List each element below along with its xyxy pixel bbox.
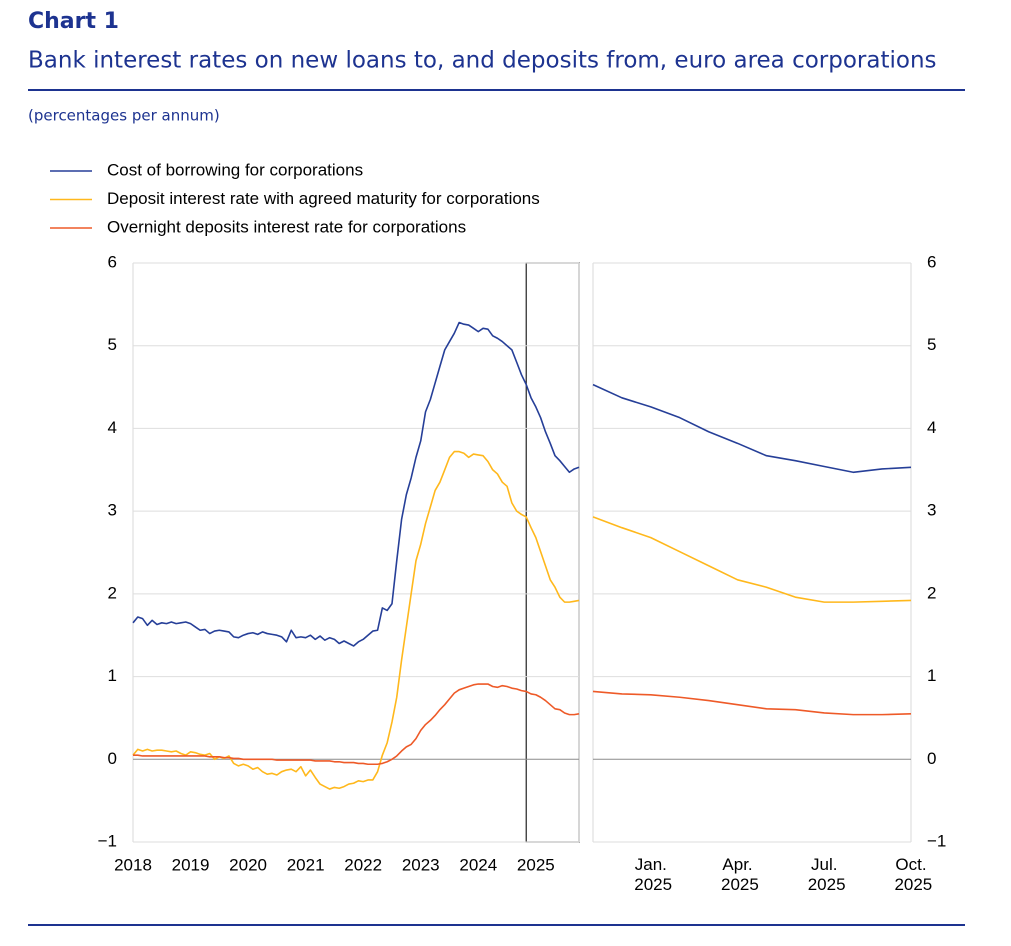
x-tick-label: 2023 xyxy=(402,855,440,874)
legend-label: Overnight deposits interest rate for cor… xyxy=(107,217,466,236)
y-tick-label: 2 xyxy=(927,583,936,602)
legend-label: Deposit interest rate with agreed maturi… xyxy=(107,189,540,208)
y-tick-label: 0 xyxy=(108,749,117,768)
y-tick-label: 3 xyxy=(108,501,117,520)
y-tick-label: 5 xyxy=(927,335,936,354)
series-line xyxy=(133,683,580,766)
x-tick-label: Jul. 2025 xyxy=(803,855,846,894)
y-tick-label: −1 xyxy=(98,831,117,850)
x-tick-label: 2021 xyxy=(287,855,325,874)
y-tick-label: 6 xyxy=(108,252,117,271)
y-tick-label: 3 xyxy=(927,501,936,520)
legend-label: Cost of borrowing for corporations xyxy=(107,160,363,179)
x-tick-label: Oct. 2025 xyxy=(890,855,933,894)
x-tick-label: 2018 xyxy=(114,855,152,874)
x-tick-label: 2024 xyxy=(459,855,497,874)
series-line xyxy=(132,450,580,790)
x-tick-label: Apr. 2025 xyxy=(716,855,759,894)
y-tick-label: 1 xyxy=(108,666,117,685)
series-line xyxy=(132,321,580,647)
y-tick-label: 1 xyxy=(927,666,936,685)
y-tick-label: 0 xyxy=(927,749,936,768)
subtitle: (percentages per annum) xyxy=(28,107,220,125)
y-tick-label: 2 xyxy=(108,583,117,602)
y-tick-label: −1 xyxy=(927,831,946,850)
x-tick-label: 2025 xyxy=(517,855,555,874)
y-tick-label: 5 xyxy=(108,335,117,354)
chart-label: Chart 1 xyxy=(28,9,119,34)
y-tick-label: 4 xyxy=(927,418,936,437)
x-tick-label: Jan. 2025 xyxy=(630,855,673,894)
y-tick-label: 6 xyxy=(927,252,936,271)
series-line xyxy=(592,383,912,474)
x-tick-label: 2020 xyxy=(229,855,267,874)
x-tick-label: 2022 xyxy=(344,855,382,874)
chart-title: Bank interest rates on new loans to, and… xyxy=(28,48,937,74)
series-line xyxy=(592,516,912,603)
series-line xyxy=(592,690,912,716)
x-tick-label: 2019 xyxy=(172,855,210,874)
y-tick-label: 4 xyxy=(108,418,117,437)
highlight-box xyxy=(525,262,580,843)
